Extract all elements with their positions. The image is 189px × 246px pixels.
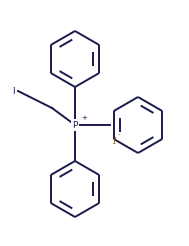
Text: I: I <box>112 138 115 147</box>
Text: +: + <box>81 115 87 121</box>
Text: -: - <box>118 131 121 139</box>
Text: I: I <box>12 87 15 95</box>
Text: P: P <box>72 121 78 129</box>
